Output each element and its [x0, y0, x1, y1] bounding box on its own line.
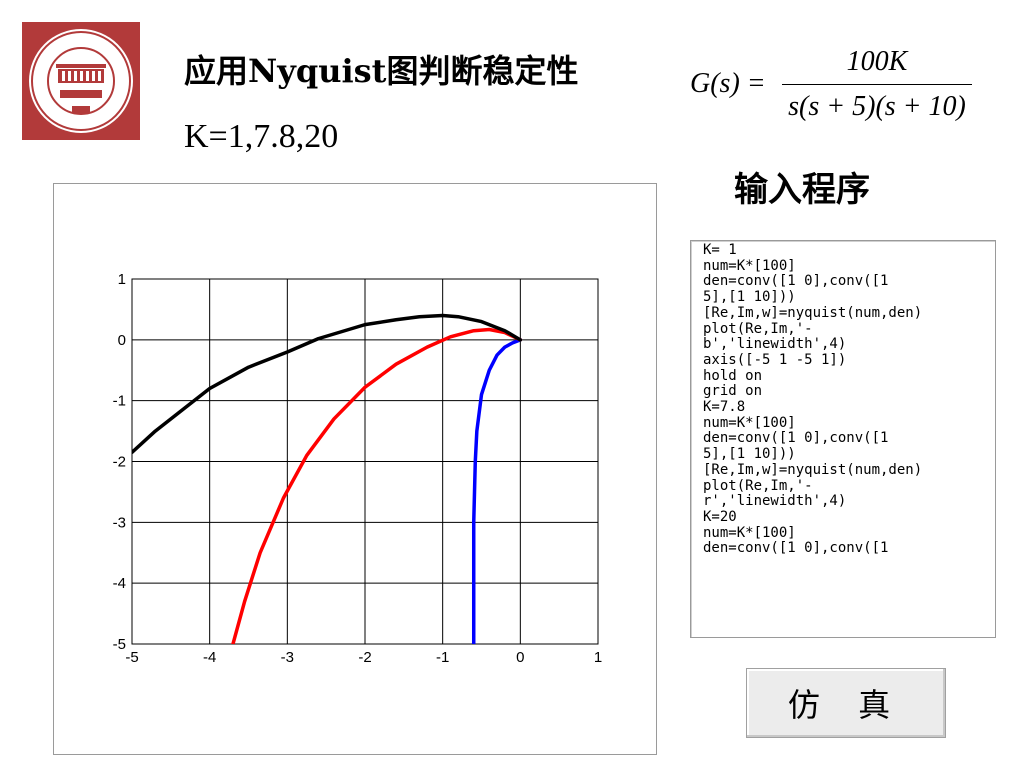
- y-tick-label: -4: [113, 575, 126, 592]
- nyquist-curve-3: [132, 313, 523, 455]
- y-tick-label: 0: [118, 332, 126, 349]
- y-tick-label: -3: [113, 514, 126, 531]
- formula-numerator: 100K: [846, 46, 908, 77]
- transfer-function: G(s) = 100K s(s + 5)(s + 10): [690, 44, 990, 134]
- x-tick-label: -1: [436, 649, 449, 666]
- page-title: 应用Nyquist图判断稳定性: [184, 52, 579, 90]
- x-tick-label: -5: [125, 649, 138, 666]
- y-tick-label: 1: [118, 271, 126, 288]
- x-tick-label: -2: [358, 649, 371, 666]
- code-heading: 输入程序: [734, 170, 870, 210]
- y-tick-label: -5: [113, 636, 126, 653]
- gain-values: K=1,7.8,20: [184, 118, 339, 155]
- x-tick-label: 0: [516, 649, 524, 666]
- university-logo: [22, 22, 140, 140]
- code-text[interactable]: K= 1 num=K*[100] den=conv([1 0],conv([1 …: [703, 242, 923, 557]
- x-tick-label: -3: [281, 649, 294, 666]
- x-tick-label: -4: [203, 649, 216, 666]
- nyquist-curve-2: [231, 327, 523, 644]
- y-tick-label: -2: [113, 454, 126, 471]
- y-tick-label: -1: [113, 393, 126, 410]
- code-textbox[interactable]: K= 1 num=K*[100] den=conv([1 0],conv([1 …: [690, 240, 996, 638]
- x-tick-label: 1: [594, 649, 602, 666]
- simulate-button[interactable]: 仿 真: [746, 668, 946, 738]
- plot-frame: [131, 278, 599, 645]
- nyquist-curve-1: [471, 338, 523, 644]
- formula-fraction: 100K s(s + 5)(s + 10): [782, 44, 972, 125]
- nyquist-plot: -5 -4 -3 -2 -1 0 1 1 0 -1 -2 -3 -4 -5: [113, 271, 603, 666]
- fraction-bar: [782, 84, 972, 85]
- plot-figure: -5 -4 -3 -2 -1 0 1 1 0 -1 -2 -3 -4 -5: [53, 183, 657, 755]
- formula-lhs: G(s) =: [690, 68, 766, 99]
- formula-denominator: s(s + 5)(s + 10): [788, 91, 966, 122]
